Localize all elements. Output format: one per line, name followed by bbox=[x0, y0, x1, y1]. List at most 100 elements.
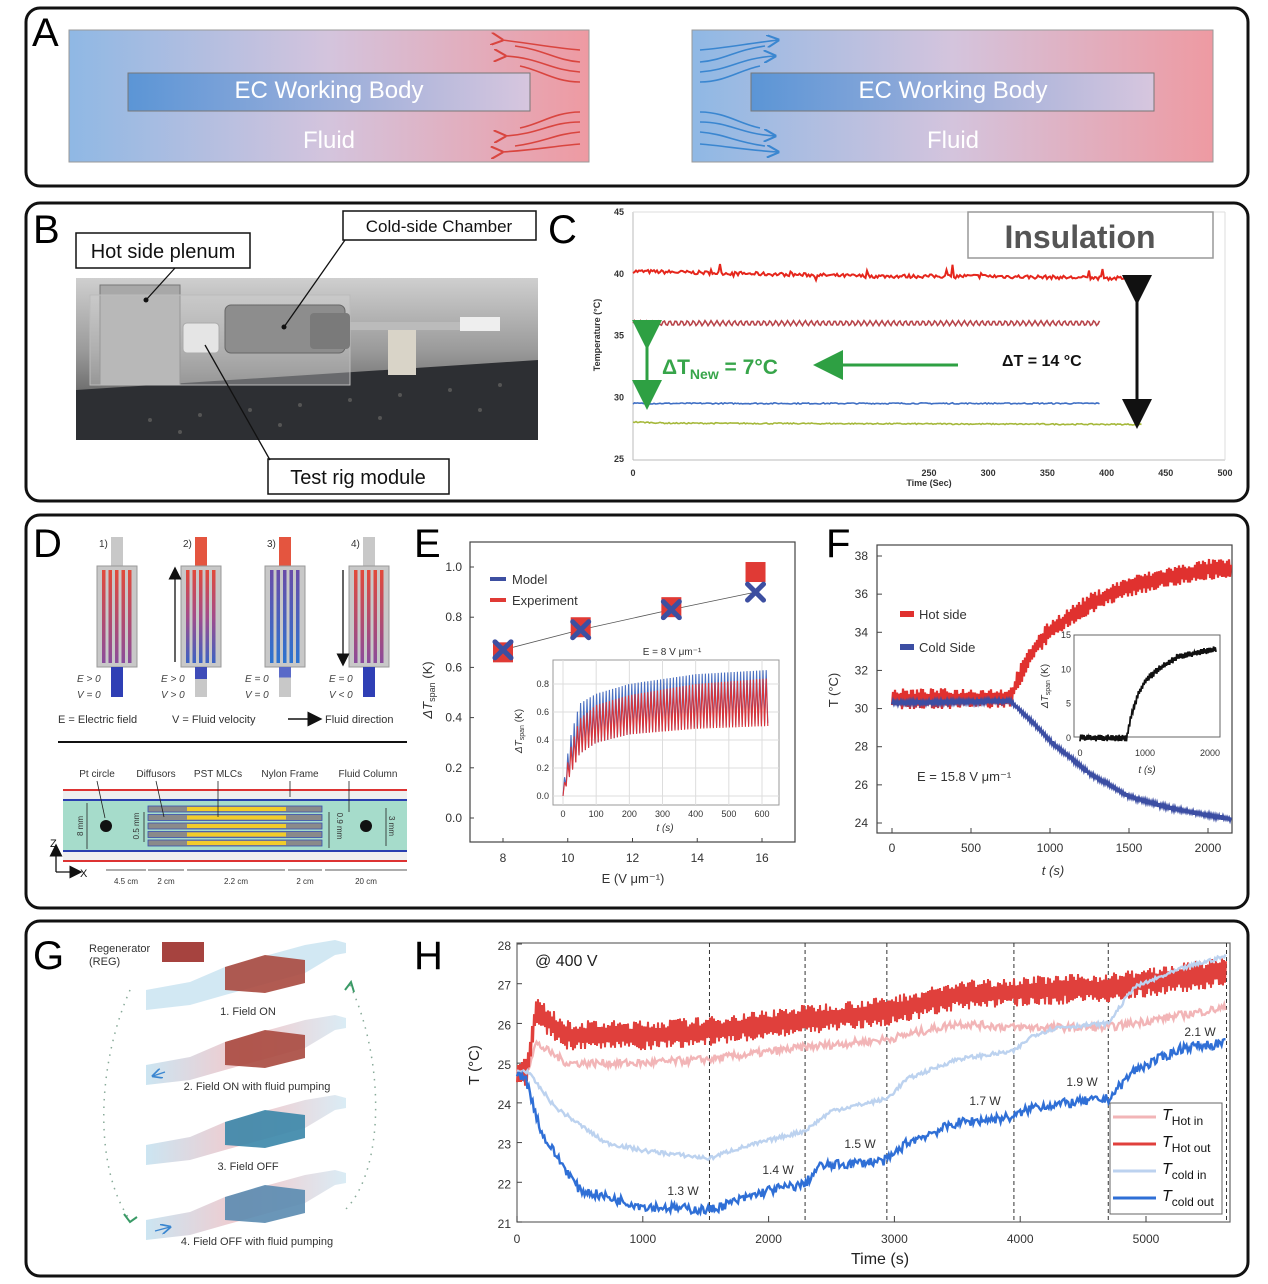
step-v-condition: V = 0 bbox=[245, 690, 269, 701]
y-tick-label: 40 bbox=[614, 269, 624, 279]
mlc-strip bbox=[121, 570, 125, 663]
legend-symbol: T bbox=[1162, 1188, 1173, 1205]
step-number: 4) bbox=[351, 539, 360, 550]
x-axis-title: Time (Sec) bbox=[906, 478, 951, 488]
inset-series-line bbox=[562, 678, 769, 797]
top-fluid bbox=[279, 537, 291, 566]
inset-y-tick-label: 0.4 bbox=[536, 735, 549, 745]
cycle-path-left bbox=[103, 989, 131, 1221]
mlc-strip bbox=[296, 570, 300, 663]
ec-body-label: EC Working Body bbox=[235, 77, 424, 104]
fluid-label: Fluid bbox=[303, 127, 355, 154]
regenerator-label: Regenerator bbox=[89, 943, 150, 955]
legend-subscript: cold in bbox=[1172, 1168, 1207, 1182]
dim-2cm-a: 2 cm bbox=[157, 877, 175, 886]
x-tick-label: 4000 bbox=[1007, 1232, 1034, 1246]
x-tick-label: 5000 bbox=[1133, 1232, 1160, 1246]
mlc-strip bbox=[373, 570, 377, 663]
inset-x-title: t (s) bbox=[656, 823, 673, 834]
step-v-condition: V < 0 bbox=[329, 690, 353, 701]
mlc-strip bbox=[283, 570, 287, 663]
series-line bbox=[632, 319, 1101, 328]
mlc-strip bbox=[380, 570, 384, 663]
power-label: 1.9 W bbox=[1066, 1075, 1098, 1089]
legend-subscript: Hot in bbox=[1172, 1114, 1203, 1128]
inset-y-tick-label: 15 bbox=[1061, 630, 1071, 640]
panel-label-g: G bbox=[33, 934, 64, 978]
y-axis-title: ΔTspan (K) bbox=[420, 661, 437, 719]
panel-d-legend: E = Electric field V = Fluid velocity Fl… bbox=[58, 711, 407, 743]
inset-y-tick-label: 0.0 bbox=[536, 791, 549, 801]
step-label: 3. Field OFF bbox=[217, 1161, 278, 1173]
y-tick-label: 34 bbox=[855, 625, 869, 639]
cycle-step-4: 4. Field OFF with fluid pumping bbox=[146, 1170, 346, 1248]
power-label: 1.5 W bbox=[844, 1137, 876, 1151]
mlc-strip bbox=[108, 570, 112, 663]
model-marker bbox=[492, 639, 514, 661]
mlc-strip bbox=[205, 570, 209, 663]
x-axis-title: Time (s) bbox=[851, 1251, 909, 1268]
inset-y-tick-label: 0.8 bbox=[536, 679, 549, 689]
series-line bbox=[890, 694, 1233, 825]
y-tick-label: 30 bbox=[855, 702, 869, 716]
y-tick-label: 25 bbox=[498, 1058, 512, 1072]
bottom-fluid bbox=[195, 667, 207, 679]
label-nylon-frame: Nylon Frame bbox=[261, 769, 319, 780]
mlc-strip bbox=[102, 570, 106, 663]
label-fluid-column: Fluid Column bbox=[339, 769, 398, 780]
inset-y-tick-label: 0.2 bbox=[536, 763, 549, 773]
panel-label-a: A bbox=[32, 11, 59, 55]
chart-e: 0.0 0.2 0.4 0.6 0.8 1.0 8 10 12 14 16 ΔTspan (K) E… bbox=[420, 541, 796, 886]
x-tick-label: 0 bbox=[889, 841, 896, 855]
y-tick-label: 0.0 bbox=[445, 811, 462, 825]
dim-0-9mm: 0.9 mm bbox=[335, 813, 344, 840]
legend-label: Tcold out bbox=[1162, 1188, 1214, 1209]
panel-bc-frame bbox=[24, 201, 1250, 503]
x-tick-label: 1000 bbox=[629, 1232, 656, 1246]
x-tick-label: 300 bbox=[981, 468, 996, 478]
regenerator-block bbox=[225, 1185, 305, 1223]
cycle-step-2: 2. Field ON with fluid pumping bbox=[146, 1015, 346, 1093]
regenerator-block bbox=[225, 955, 305, 993]
legend-box bbox=[1109, 1102, 1223, 1215]
cycle-step-3: 3) E = 0 V = 0 bbox=[245, 537, 306, 701]
inset-y-tick-label: 10 bbox=[1061, 664, 1071, 674]
mlc-strip bbox=[276, 570, 280, 663]
y-tick-label: 36 bbox=[855, 587, 869, 601]
regenerator-block bbox=[225, 1110, 305, 1148]
callout-cold-chamber: Cold-side Chamber bbox=[281, 210, 537, 330]
panel-def-frame bbox=[24, 513, 1250, 910]
x-tick-label: 0 bbox=[514, 1232, 521, 1246]
cycle-step-4: 4) E = 0 V < 0 bbox=[329, 537, 390, 701]
y-tick-label: 26 bbox=[855, 778, 869, 792]
step-number: 1) bbox=[99, 539, 108, 550]
y-tick-label: 26 bbox=[498, 1018, 512, 1032]
regenerator-icon bbox=[162, 942, 204, 962]
panel-d-cross-section: Pt circle Diffusors PST MLCs Nylon Frame… bbox=[49, 769, 407, 886]
legend-symbol: T bbox=[1162, 1134, 1173, 1151]
axis-x: X bbox=[80, 868, 88, 880]
flow-arrow-icon bbox=[154, 1227, 170, 1231]
model-marker bbox=[745, 581, 767, 603]
regenerator-block bbox=[225, 1030, 305, 1068]
top-fluid bbox=[363, 555, 375, 566]
model-marker bbox=[660, 599, 682, 621]
mlc-strip bbox=[192, 570, 196, 663]
y-tick-label: 23 bbox=[498, 1138, 512, 1152]
series-line bbox=[632, 420, 1142, 426]
x-tick-label: 16 bbox=[755, 851, 769, 865]
dim-2cm-b: 2 cm bbox=[296, 877, 314, 886]
dim-2-2cm: 2.2 cm bbox=[224, 877, 248, 886]
x-tick-label: 500 bbox=[961, 841, 981, 855]
inset-x-tick-label: 300 bbox=[655, 809, 670, 819]
y-tick-label: 21 bbox=[498, 1217, 512, 1231]
panel-gh-frame bbox=[24, 919, 1250, 1278]
dim-20cm: 20 cm bbox=[355, 877, 377, 886]
x-tick-label: 3000 bbox=[881, 1232, 908, 1246]
legend-e: E = Electric field bbox=[58, 714, 137, 726]
legend-experiment: Experiment bbox=[512, 593, 578, 608]
cycle-step-2: 2) E > 0 V > 0 bbox=[161, 537, 222, 701]
test-rig-photo bbox=[76, 278, 538, 440]
x-axis-title: E (V μm⁻¹) bbox=[602, 871, 665, 886]
panel-label-f: F bbox=[826, 522, 850, 566]
